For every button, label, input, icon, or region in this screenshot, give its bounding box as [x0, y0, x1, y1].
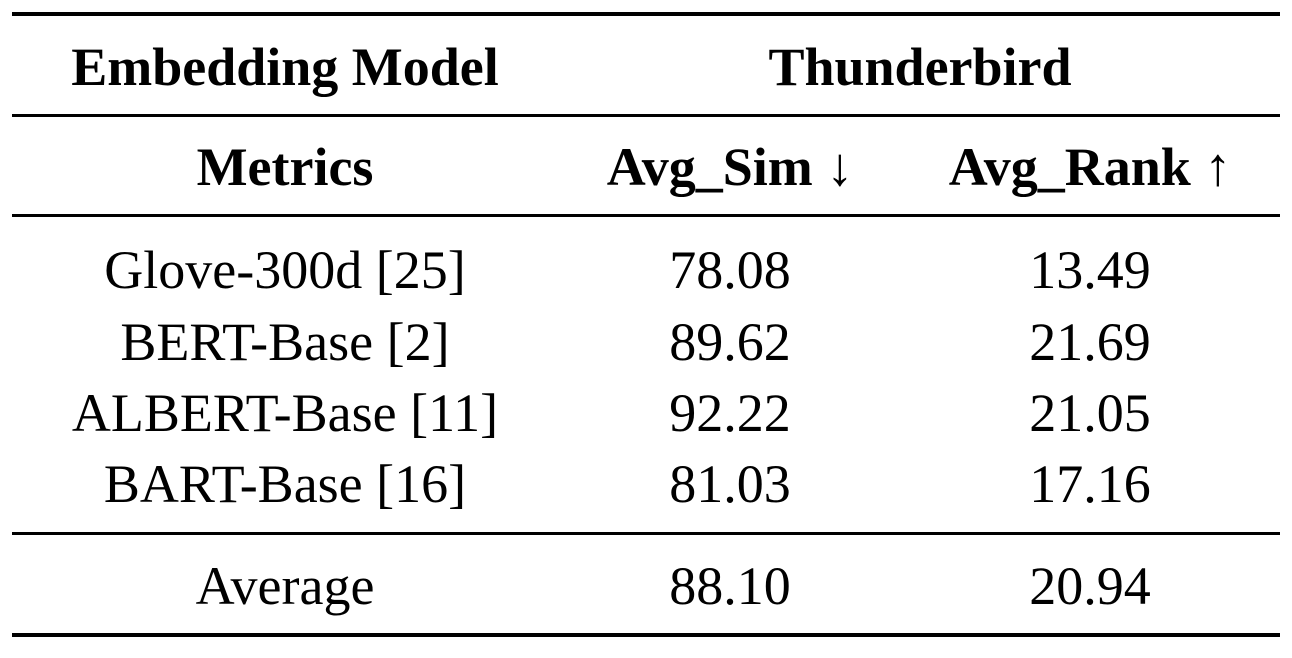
row-model: BERT-Base [2] [120, 312, 450, 372]
header-thunderbird: Thunderbird [768, 37, 1072, 97]
row-avg-sim: 89.62 [669, 312, 791, 372]
row-avg-rank: 13.49 [1029, 240, 1151, 300]
average-avg-sim: 88.10 [669, 556, 791, 616]
row-avg-sim: 92.22 [669, 383, 791, 443]
header-bottom-rule [12, 214, 1280, 217]
row-model: BART-Base [16] [103, 454, 467, 514]
row-model: Glove-300d [25] [104, 240, 466, 300]
header-mid-rule [12, 114, 1280, 117]
top-rule [12, 12, 1280, 16]
row-model: ALBERT-Base [11] [71, 383, 499, 443]
row-avg-rank: 21.69 [1029, 312, 1151, 372]
row-avg-rank: 17.16 [1029, 454, 1151, 514]
header-avg-rank: Avg_Rank ↑ [948, 137, 1232, 197]
header-metrics: Metrics [196, 137, 374, 197]
average-label: Average [195, 556, 375, 616]
header-embedding-model: Embedding Model [71, 37, 499, 97]
bottom-rule [12, 633, 1280, 637]
row-avg-sim: 81.03 [669, 454, 791, 514]
row-avg-rank: 21.05 [1029, 383, 1151, 443]
row-avg-sim: 78.08 [669, 240, 791, 300]
header-avg-sim: Avg_Sim ↓ [606, 137, 854, 197]
average-avg-rank: 20.94 [1029, 556, 1151, 616]
average-rule [12, 532, 1280, 535]
